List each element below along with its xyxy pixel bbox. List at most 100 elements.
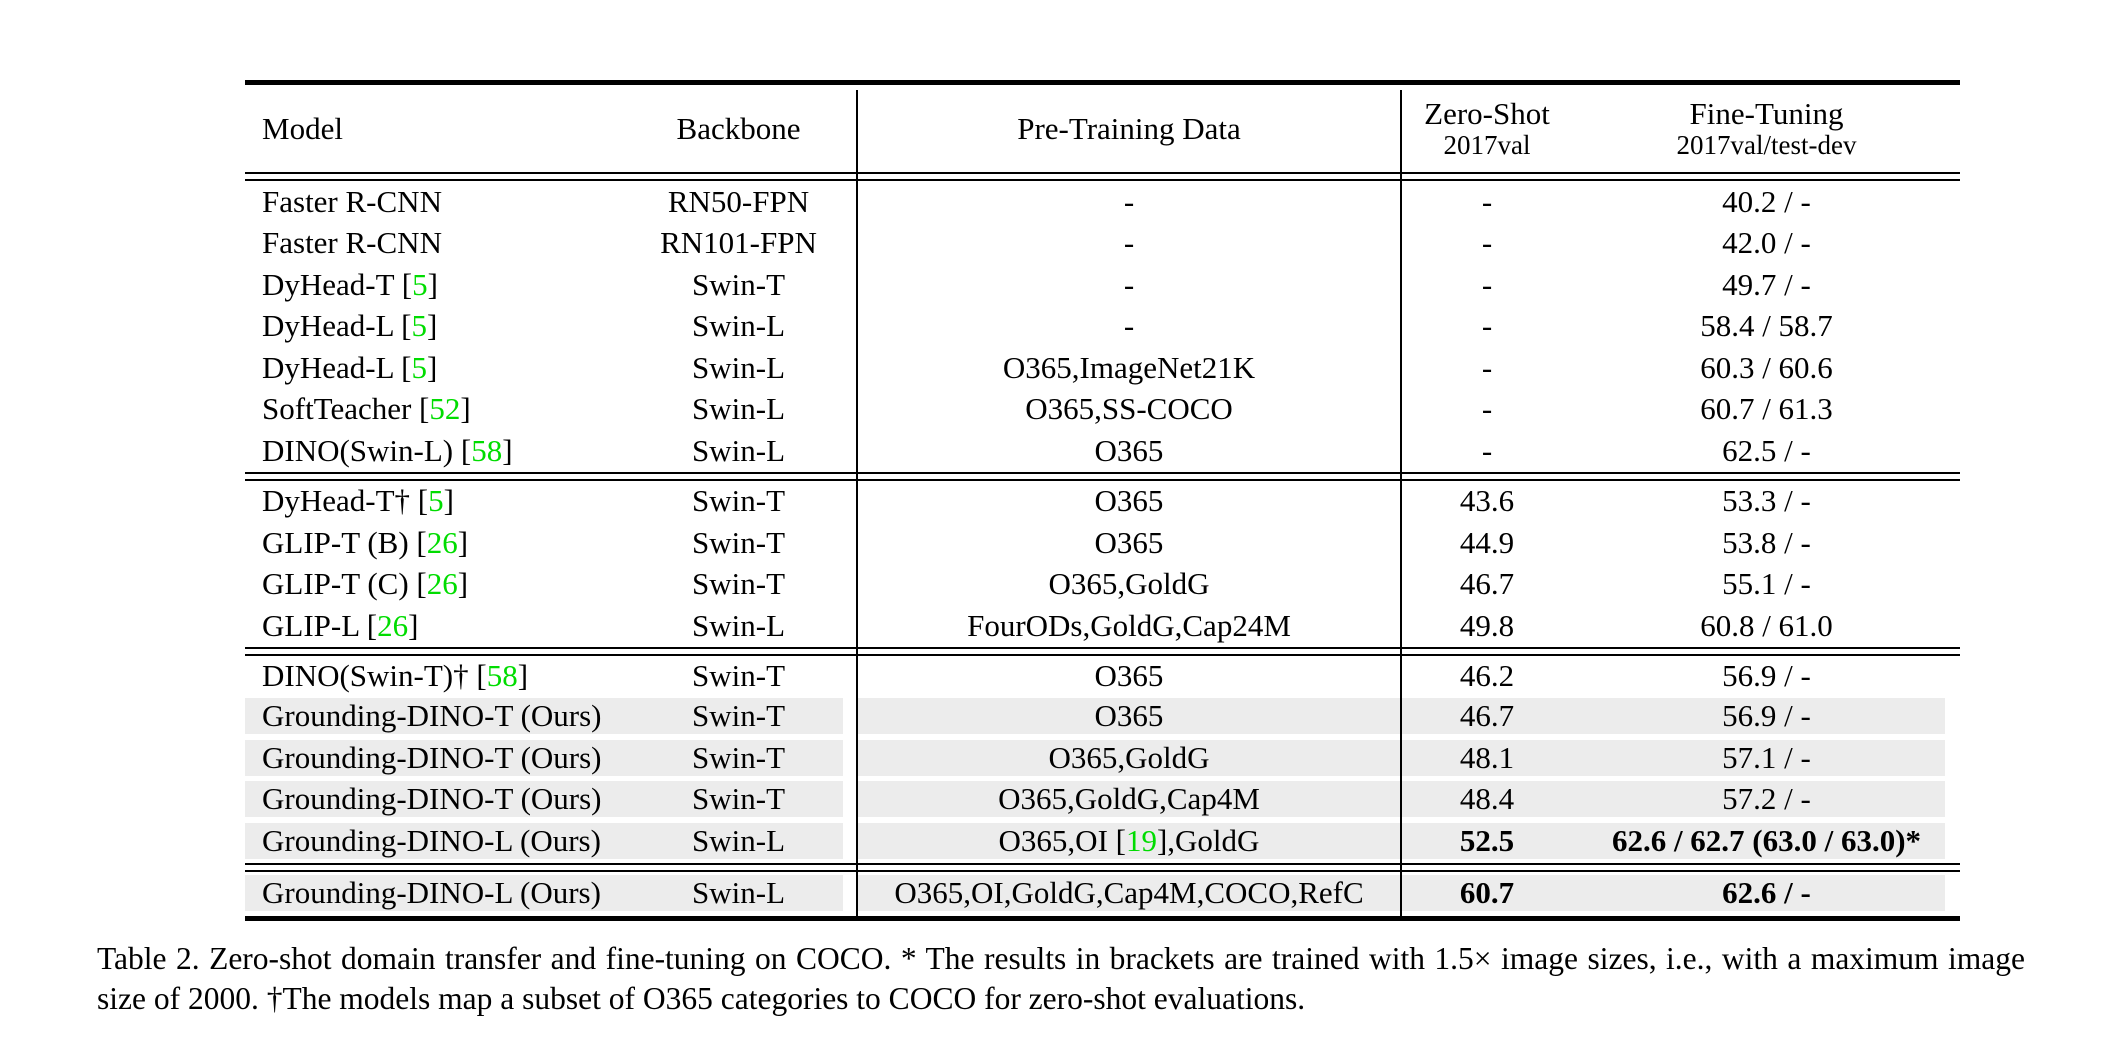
pretrain-cell: FourODs,GoldG,Cap24M <box>857 608 1401 644</box>
zero-shot-subtitle: 2017val <box>1443 129 1531 160</box>
fine-tuning-title: Fine-Tuning <box>1689 96 1844 132</box>
zeroshot-value: 52.5 <box>1459 822 1515 858</box>
pretrain-cell: O365 <box>857 433 1401 469</box>
backbone-cell: Swin-T <box>692 566 785 602</box>
text-segment: - <box>1123 308 1135 344</box>
table-group: Grounding-DINO-L (Ours) Swin-L O365,OI,Gol… <box>245 872 1960 916</box>
table-row: DINO(Swin-L) [58] Swin-L O365 - 62.5 / - <box>245 430 1960 472</box>
finetune-cell: 53.8 / - <box>1573 525 1960 561</box>
model-cell: SoftTeacher [52] <box>245 391 620 427</box>
table-row: DyHead-T [5] Swin-T - - 49.7 / - <box>245 264 1960 306</box>
zeroshot-value: - <box>1481 391 1493 427</box>
table-row: Grounding-DINO-T (Ours) Swin-T O365,GoldG 4… <box>245 739 1960 780</box>
header-separator-rule <box>245 172 1960 181</box>
table-row: Grounding-DINO-T (Ours) Swin-T O365,GoldG,… <box>245 780 1960 822</box>
finetune-value: 42.0 / - <box>1722 225 1811 261</box>
backbone-cell: Swin-T <box>692 483 785 519</box>
text-segment: - <box>1123 266 1135 302</box>
finetune-value: 62.6 / - <box>1722 874 1811 910</box>
group-separator-rule <box>245 472 1960 481</box>
table-row: DyHead-T† [5] Swin-T O365 43.6 53.3 / - <box>245 481 1960 523</box>
pretrain-cell: O365,GoldG <box>857 739 1401 776</box>
column-header-backbone: Backbone <box>676 110 801 146</box>
table-group: DyHead-T† [5] Swin-T O365 43.6 53.3 / - GLIP-… <box>245 481 1960 647</box>
fine-tuning-subtitle: 2017val/test-dev <box>1676 129 1857 160</box>
zeroshot-value: 60.7 <box>1459 874 1515 910</box>
table-top-rule <box>245 80 1960 85</box>
model-cell: DINO(Swin-L) [58] <box>245 433 620 469</box>
model-cell: Grounding-DINO-T (Ours) <box>245 781 620 818</box>
zero-shot-title: Zero-Shot <box>1424 96 1550 132</box>
text-segment: O365,OI,GoldG,Cap4M,COCO,RefC <box>894 874 1364 910</box>
finetune-cell: 40.2 / - <box>1573 184 1960 220</box>
text-segment: Grounding-DINO-T (Ours) <box>262 781 602 817</box>
finetune-value: 53.3 / - <box>1722 483 1811 519</box>
zeroshot-cell: 60.7 <box>1401 874 1573 911</box>
citation-number: 58 <box>471 432 503 468</box>
text-segment: ] <box>408 607 419 643</box>
table-row: GLIP-L [26] Swin-L FourODs,GoldG,Cap24M 49.… <box>245 605 1960 647</box>
pretrain-cell: O365 <box>857 658 1401 694</box>
citation-number: 19 <box>1125 822 1157 858</box>
backbone-cell: Swin-L <box>692 349 785 385</box>
table-row: DINO(Swin-T)† [58] Swin-T O365 46.2 56.9 / - <box>245 656 1960 698</box>
table-row: Faster R-CNN RN101-FPN - - 42.0 / - <box>245 223 1960 265</box>
text-segment: ] <box>457 566 469 602</box>
text-segment: O365,SS-COCO <box>1025 391 1233 427</box>
model-cell: DyHead-T [5] <box>245 267 620 303</box>
text-segment: ] <box>427 266 438 302</box>
zeroshot-value: 46.7 <box>1459 698 1515 734</box>
pretrain-cell: - <box>857 184 1401 220</box>
backbone-cell: Swin-T <box>620 739 857 776</box>
finetune-value: 60.7 / 61.3 <box>1700 391 1833 427</box>
text-segment: DINO(Swin-T)† [ <box>262 658 487 694</box>
backbone-cell: Swin-T <box>692 658 785 694</box>
finetune-value: 62.5 / - <box>1722 432 1811 468</box>
backbone-cell: Swin-L <box>692 308 785 344</box>
backbone-cell: Swin-T <box>692 524 785 560</box>
backbone-cell: Swin-T <box>692 266 785 302</box>
backbone-cell: Swin-L <box>620 822 857 859</box>
column-divider-zeroshot <box>1400 90 1402 916</box>
model-cell: Faster R-CNN <box>245 184 620 220</box>
zeroshot-value: 48.1 <box>1459 739 1515 775</box>
table-group: Faster R-CNN RN50-FPN - -40.2 / - Faster R-C… <box>245 181 1960 472</box>
citation-number: 52 <box>429 391 461 427</box>
zeroshot-cell: - <box>1401 308 1573 344</box>
text-segment: ] <box>502 432 513 468</box>
text-segment: ] <box>426 349 438 385</box>
finetune-cell: 53.3 / - <box>1573 483 1960 519</box>
model-cell: DyHead-T† [5] <box>245 483 620 519</box>
pretrain-cell: O365,SS-COCO <box>857 391 1401 427</box>
text-segment: O365,OI [ <box>998 822 1126 858</box>
text-segment: ] <box>426 308 438 344</box>
table-row: Grounding-DINO-L (Ours) Swin-L O365,OI [19… <box>245 822 1960 863</box>
pretrain-cell: O365,ImageNet21K <box>857 350 1401 386</box>
text-segment: SoftTeacher [ <box>262 391 430 427</box>
text-segment: ] <box>443 483 454 519</box>
zeroshot-cell: - <box>1401 267 1573 303</box>
model-cell: Grounding-DINO-T (Ours) <box>245 739 620 776</box>
finetune-value: 56.9 / - <box>1722 658 1811 694</box>
pretrain-cell: - <box>857 308 1401 344</box>
zeroshot-value: 44.9 <box>1459 524 1515 560</box>
table-row: DyHead-L [5] Swin-L O365,ImageNet21K - 60.3 … <box>245 347 1960 389</box>
finetune-cell: 60.8 / 61.0 <box>1573 608 1960 644</box>
column-divider-pretraining <box>856 90 858 916</box>
text-segment: O365,ImageNet21K <box>1002 349 1256 385</box>
zeroshot-cell: - <box>1401 391 1573 427</box>
backbone-cell: Swin-L <box>620 874 857 911</box>
pretrain-cell: - <box>857 267 1401 303</box>
pretrain-cell: O365,OI [19],GoldG <box>857 822 1401 859</box>
table-header-row: Model Backbone Pre-Training Data Zero-Sh… <box>245 85 1960 172</box>
column-header-fine-tuning: Fine-Tuning 2017val/test-dev <box>1573 97 1960 160</box>
zeroshot-cell: 48.1 <box>1401 739 1573 776</box>
table-row: Grounding-DINO-T (Ours) Swin-T O365 46.7 56.… <box>245 697 1960 739</box>
finetune-value: 62.6 / 62.7 (63.0 / 63.0)* <box>1611 822 1922 858</box>
model-cell: DyHead-L [5] <box>245 308 620 344</box>
model-cell: Grounding-DINO-L (Ours) <box>245 874 620 911</box>
results-table: Model Backbone Pre-Training Data Zero-Sh… <box>245 80 1960 921</box>
zeroshot-value: - <box>1481 432 1493 468</box>
pretrain-cell: - <box>857 225 1401 261</box>
text-segment: ],GoldG <box>1156 822 1260 858</box>
